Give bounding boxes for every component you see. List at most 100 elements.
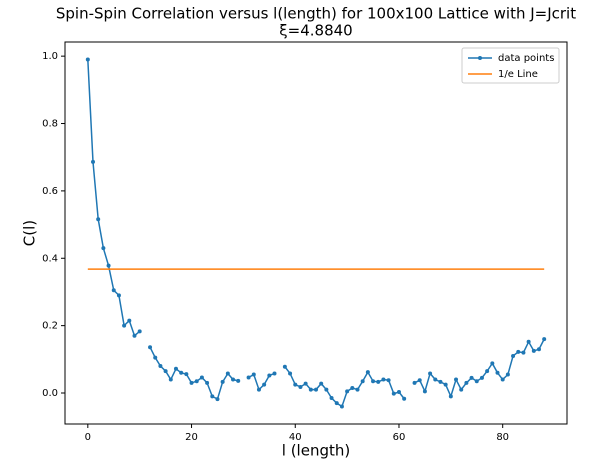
data-point (334, 401, 339, 406)
data-point (308, 387, 313, 392)
data-point (386, 378, 391, 383)
y-tick-label: 0.2 (42, 321, 58, 332)
data-point (536, 347, 541, 352)
data-point (210, 394, 215, 399)
data-point (396, 389, 401, 394)
x-tick-label: 60 (393, 432, 406, 443)
data-point (272, 371, 277, 376)
y-tick-label: 0.4 (42, 253, 58, 264)
data-point (173, 366, 178, 371)
data-point (158, 364, 163, 369)
chart-subtitle: ξ=4.8840 (279, 22, 352, 40)
data-point (490, 361, 495, 366)
data-point (329, 396, 334, 401)
data-point (433, 377, 438, 382)
data-point (345, 389, 350, 394)
x-tick-label: 0 (85, 432, 91, 443)
data-point (85, 57, 90, 62)
data-point (101, 246, 106, 251)
data-point (511, 353, 516, 358)
data-point (355, 387, 360, 392)
data-point (293, 382, 298, 387)
data-point (231, 377, 236, 382)
data-point (422, 389, 427, 394)
legend-marker (478, 56, 482, 60)
data-point (122, 323, 127, 328)
data-point (448, 394, 453, 399)
series-line (87, 59, 545, 408)
data-point (531, 348, 536, 353)
data-point (96, 217, 101, 222)
x-axis-label: l (length) (282, 442, 350, 460)
chart-title: Spin-Spin Correlation versus l(length) f… (56, 5, 576, 23)
data-point (454, 377, 459, 382)
data-point (225, 371, 230, 376)
data-point (106, 263, 111, 268)
data-point (412, 380, 417, 385)
data-point (365, 370, 370, 375)
data-point (324, 387, 329, 392)
y-tick-label: 0.8 (42, 119, 58, 130)
data-point (298, 384, 303, 389)
data-point (282, 364, 287, 369)
data-point (495, 370, 500, 375)
data-point (246, 375, 251, 380)
data-point (137, 329, 142, 334)
data-point (479, 375, 484, 380)
data-point (116, 293, 121, 298)
data-point (153, 355, 158, 360)
data-point (314, 387, 318, 392)
data-point (516, 349, 521, 354)
data-point (184, 372, 189, 377)
data-point (148, 345, 153, 350)
data-point (262, 382, 267, 387)
legend-label: 1/e Line (498, 69, 538, 80)
data-point (381, 377, 386, 382)
data-point (459, 387, 464, 392)
data-point (194, 379, 199, 384)
data-point (256, 387, 261, 392)
data-point (205, 380, 210, 385)
data-point (521, 350, 526, 355)
data-point (111, 288, 116, 293)
data-point (199, 375, 204, 380)
data-point (464, 380, 469, 385)
data-point (319, 381, 324, 386)
data-point (350, 385, 355, 390)
data-point (505, 372, 510, 377)
data-point (474, 379, 479, 384)
x-tick-label: 20 (185, 432, 198, 443)
data-point (360, 379, 365, 384)
data-point (220, 379, 225, 384)
data-point (417, 378, 422, 383)
data-point (438, 379, 443, 384)
plot-frame (64, 41, 568, 425)
data-point (402, 396, 407, 401)
data-point (339, 404, 344, 409)
data-point (391, 391, 396, 396)
data-point (303, 381, 308, 386)
data-point (251, 372, 256, 377)
data-point (288, 371, 293, 376)
data-point (542, 337, 547, 342)
data-point (376, 379, 381, 384)
data-point (267, 373, 272, 378)
data-point (469, 375, 474, 380)
y-tick-label: 0.0 (42, 388, 58, 399)
data-point (189, 380, 194, 385)
x-tick-label: 40 (289, 432, 302, 443)
data-point (443, 382, 448, 387)
data-point (179, 370, 184, 375)
data-point (163, 369, 168, 374)
y-tick-label: 0.6 (42, 186, 58, 197)
data-point (428, 371, 433, 376)
x-tick-label: 80 (496, 432, 509, 443)
data-point (236, 378, 241, 383)
data-point (132, 333, 137, 338)
data-point (500, 377, 505, 382)
data-point (168, 377, 173, 382)
data-point (371, 379, 376, 384)
data-point (526, 339, 531, 344)
data-point (215, 397, 220, 402)
